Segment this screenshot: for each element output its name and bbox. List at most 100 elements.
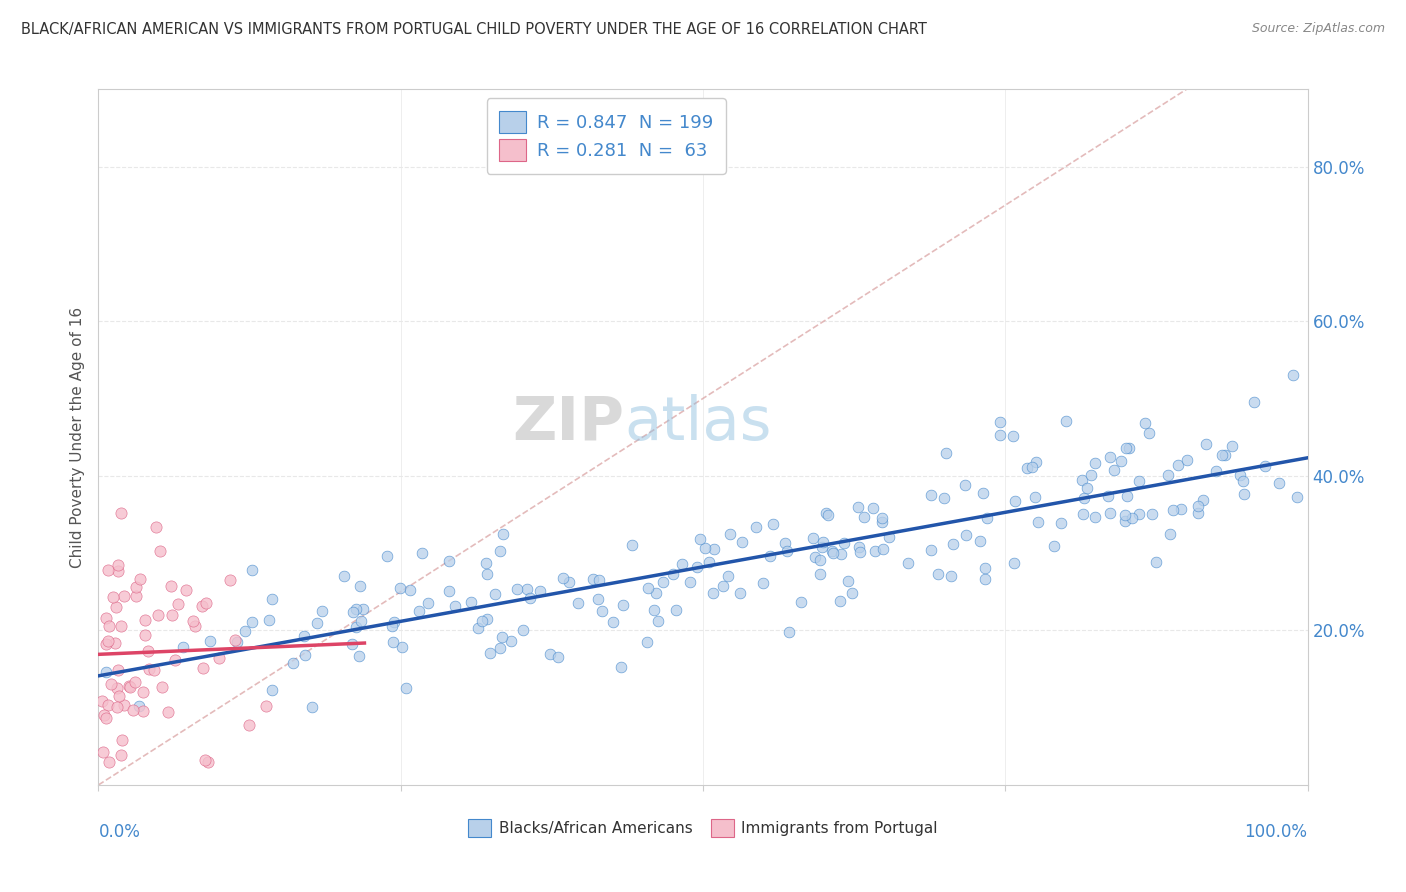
Point: [988, 427, 1011, 442]
Point: [1080, 467, 1102, 482]
Point: [1054, 414, 1077, 428]
Point: [558, 575, 581, 590]
Point: [1232, 475, 1254, 489]
Point: [828, 594, 851, 608]
Point: [467, 621, 489, 635]
Point: [149, 544, 172, 558]
Point: [411, 546, 433, 560]
Point: [612, 598, 634, 612]
Point: [1004, 494, 1026, 508]
Point: [643, 603, 665, 617]
Point: [125, 589, 148, 603]
Point: [651, 575, 673, 590]
Point: [1157, 468, 1180, 483]
Point: [1071, 507, 1094, 521]
Point: [849, 545, 872, 559]
Point: [815, 507, 838, 521]
Point: [347, 648, 370, 663]
Point: [107, 663, 129, 677]
Point: [567, 596, 589, 610]
Point: [972, 486, 994, 500]
Point: [94, 611, 117, 625]
Point: [1102, 463, 1125, 477]
Point: [352, 602, 374, 616]
Point: [637, 581, 659, 595]
Point: [233, 624, 256, 638]
Point: [551, 571, 574, 585]
Point: [181, 614, 204, 628]
Point: [349, 579, 371, 593]
Point: [471, 614, 494, 628]
Point: [973, 560, 995, 574]
Point: [163, 653, 186, 667]
Point: [381, 618, 404, 632]
Point: [647, 614, 669, 628]
Point: [516, 582, 538, 597]
Point: [953, 478, 976, 492]
Point: [1211, 448, 1233, 462]
Point: [1205, 464, 1227, 478]
Point: [1195, 436, 1218, 450]
Point: [689, 533, 711, 547]
Point: [665, 603, 688, 617]
Point: [841, 586, 863, 600]
Point: [107, 681, 129, 695]
Point: [1109, 454, 1132, 468]
Point: [475, 567, 498, 582]
Point: [294, 648, 316, 662]
Point: [125, 580, 148, 594]
Point: [745, 520, 768, 534]
Point: [1024, 490, 1046, 504]
Point: [897, 556, 920, 570]
Point: [1229, 467, 1251, 482]
Point: [1175, 453, 1198, 467]
Point: [388, 581, 411, 595]
Point: [1084, 456, 1107, 470]
Point: [198, 633, 221, 648]
Point: [846, 500, 869, 515]
Point: [1073, 491, 1095, 505]
Point: [773, 536, 796, 550]
Point: [644, 586, 666, 600]
Point: [1281, 368, 1303, 382]
Legend: Blacks/African Americans, Immigrants from Portugal: Blacks/African Americans, Immigrants fro…: [463, 813, 943, 844]
Point: [166, 597, 188, 611]
Point: [529, 583, 551, 598]
Point: [969, 534, 991, 549]
Point: [107, 558, 129, 572]
Point: [101, 590, 124, 604]
Point: [1128, 474, 1150, 488]
Point: [97, 698, 120, 713]
Point: [128, 699, 150, 714]
Point: [444, 599, 467, 614]
Point: [148, 607, 170, 622]
Point: [990, 415, 1012, 429]
Point: [294, 630, 316, 644]
Point: [112, 589, 135, 603]
Point: [478, 646, 501, 660]
Point: [260, 591, 283, 606]
Point: [872, 515, 894, 529]
Point: [610, 659, 633, 673]
Point: [718, 526, 741, 541]
Point: [863, 544, 886, 558]
Point: [811, 535, 834, 549]
Point: [621, 538, 644, 552]
Point: [697, 555, 720, 569]
Point: [281, 656, 304, 670]
Point: [927, 567, 949, 582]
Point: [1128, 508, 1150, 522]
Point: [489, 544, 512, 558]
Point: [208, 650, 231, 665]
Point: [586, 592, 609, 607]
Point: [519, 591, 541, 605]
Point: [489, 641, 512, 656]
Point: [460, 595, 482, 609]
Point: [1268, 475, 1291, 490]
Point: [96, 633, 118, 648]
Point: [142, 663, 165, 677]
Text: 0.0%: 0.0%: [98, 823, 141, 841]
Point: [935, 446, 957, 460]
Point: [582, 572, 605, 586]
Point: [184, 619, 207, 633]
